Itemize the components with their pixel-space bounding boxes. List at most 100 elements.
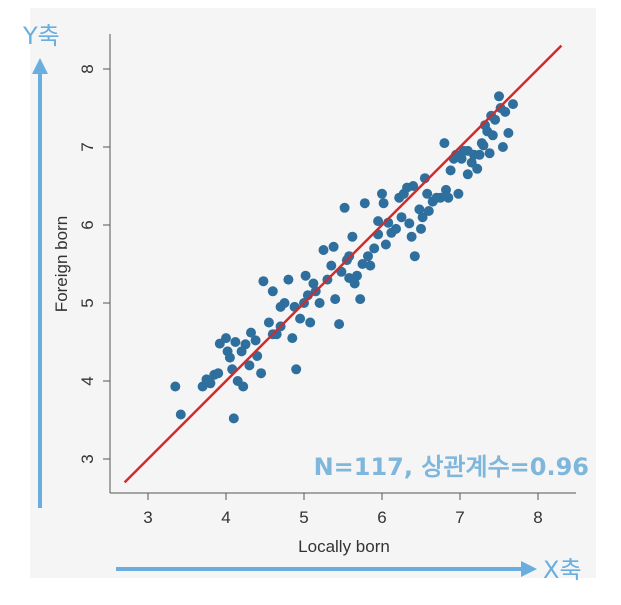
data-point [487, 130, 498, 141]
data-point [347, 231, 358, 242]
data-point [377, 188, 387, 199]
data-point [494, 91, 504, 102]
data-point [508, 99, 518, 110]
data-point [453, 188, 464, 199]
data-point [357, 259, 368, 269]
data-point [497, 142, 508, 152]
data-point [408, 181, 419, 191]
data-point [258, 276, 269, 287]
y-tick-label: 5 [78, 298, 97, 307]
data-point [240, 339, 251, 350]
x-axis-callout: X축 [116, 556, 582, 584]
data-point [416, 223, 426, 234]
data-point [380, 239, 391, 250]
data-point [472, 163, 483, 174]
data-point [406, 231, 417, 242]
y-axis-callout: Y축 [22, 22, 60, 508]
y-tick-label: 4 [78, 376, 97, 385]
data-point [474, 149, 485, 160]
data-point [295, 313, 306, 324]
x-callout-arrow-head [521, 561, 537, 577]
data-point [287, 333, 298, 344]
x-callout-label: X축 [543, 556, 582, 584]
data-point [205, 378, 216, 389]
x-axis-title: Locally born [298, 537, 390, 556]
data-point [435, 192, 446, 203]
data-point [221, 333, 231, 344]
y-tick-label: 3 [78, 454, 97, 463]
y-axis-title: Foreign born [52, 216, 71, 312]
data-point [462, 145, 473, 156]
y-tick-label: 8 [78, 64, 97, 73]
data-point [224, 352, 235, 363]
data-point [283, 274, 294, 285]
data-point [404, 218, 415, 229]
data-point [170, 381, 181, 392]
data-point [238, 381, 249, 392]
axis-frame [109, 34, 576, 494]
data-point [300, 270, 311, 281]
data-point [391, 223, 401, 234]
data-point [423, 206, 434, 216]
data-point [365, 260, 376, 271]
data-point [275, 301, 286, 312]
data-point [355, 294, 366, 305]
data-point [318, 245, 329, 255]
x-tick-label: 4 [221, 508, 230, 527]
data-point [175, 409, 186, 420]
data-point [228, 413, 239, 424]
data-point [484, 148, 495, 159]
data-point [330, 294, 341, 305]
data-point [441, 184, 451, 195]
data-point [503, 128, 514, 138]
y-callout-label: Y축 [22, 22, 60, 50]
data-point [359, 198, 370, 209]
data-point [445, 165, 456, 176]
data-point [456, 153, 467, 164]
data-point [378, 198, 389, 209]
x-tick-label: 7 [455, 508, 464, 527]
x-tick-label: 5 [299, 508, 308, 527]
data-point [246, 327, 256, 338]
data-point [250, 335, 261, 346]
data-point [328, 241, 339, 252]
data-point [305, 317, 316, 328]
data-point [308, 278, 319, 289]
data-point [409, 251, 420, 262]
data-point [439, 138, 450, 149]
data-point [373, 216, 384, 227]
data-point [417, 212, 428, 223]
data-point [369, 243, 380, 254]
y-callout-arrow-head [32, 58, 48, 74]
data-point [256, 368, 267, 379]
correlation-annotation: N=117, 상관계수=0.96 [314, 453, 589, 481]
data-point [334, 319, 345, 330]
x-tick-label: 8 [533, 508, 542, 527]
y-axis-ticks: 3 4 5 6 7 8 [78, 64, 110, 464]
x-tick-label: 3 [143, 508, 152, 527]
data-point [344, 273, 355, 283]
data-point [500, 106, 511, 117]
data-point [414, 204, 425, 215]
x-axis-ticks: 3 4 5 6 7 8 [143, 493, 543, 527]
data-point [396, 212, 407, 223]
data-point [476, 138, 487, 149]
data-point [326, 260, 337, 271]
data-point [443, 192, 454, 203]
data-point [263, 317, 274, 328]
data-point [244, 360, 255, 371]
data-point [462, 169, 473, 180]
data-point [230, 337, 241, 347]
fit-line [123, 44, 563, 484]
data-point [490, 114, 501, 125]
x-tick-label: 6 [377, 508, 386, 527]
y-tick-label: 6 [78, 220, 97, 229]
data-point [314, 298, 325, 308]
data-point [291, 364, 302, 375]
fit-line-group [123, 44, 563, 484]
data-point [352, 270, 362, 281]
y-tick-label: 7 [78, 142, 97, 151]
data-point [267, 286, 278, 297]
data-point [339, 202, 350, 213]
